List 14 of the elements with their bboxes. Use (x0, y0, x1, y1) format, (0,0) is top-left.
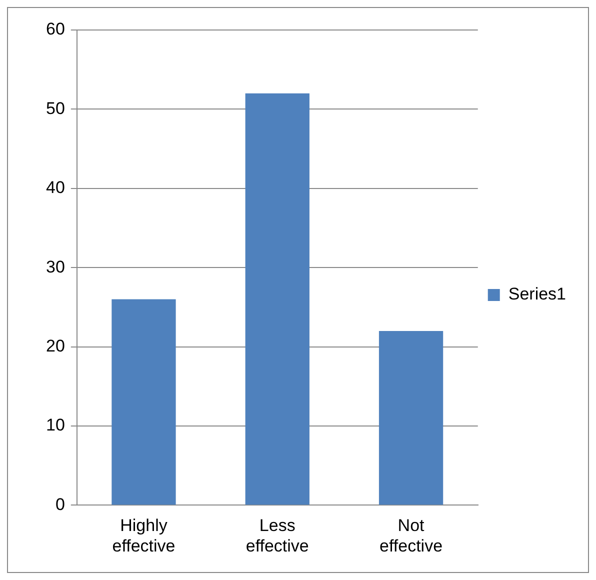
y-tick-label: 10 (46, 416, 65, 435)
bar (245, 93, 310, 505)
y-tick-label: 30 (46, 257, 65, 276)
y-tick-label: 40 (46, 178, 65, 198)
y-tick-label: 50 (46, 98, 65, 118)
bar (112, 299, 176, 505)
x-tick-label: Less effective (246, 516, 309, 556)
y-tick-label: 60 (46, 20, 65, 39)
y-tick-label: 20 (46, 336, 65, 356)
legend-label: Series1 (508, 284, 566, 304)
x-tick-label: Highly effective (112, 516, 176, 556)
x-tick-label: Not effective (380, 516, 443, 556)
bar (378, 330, 444, 505)
y-tick-label: 0 (55, 494, 65, 514)
